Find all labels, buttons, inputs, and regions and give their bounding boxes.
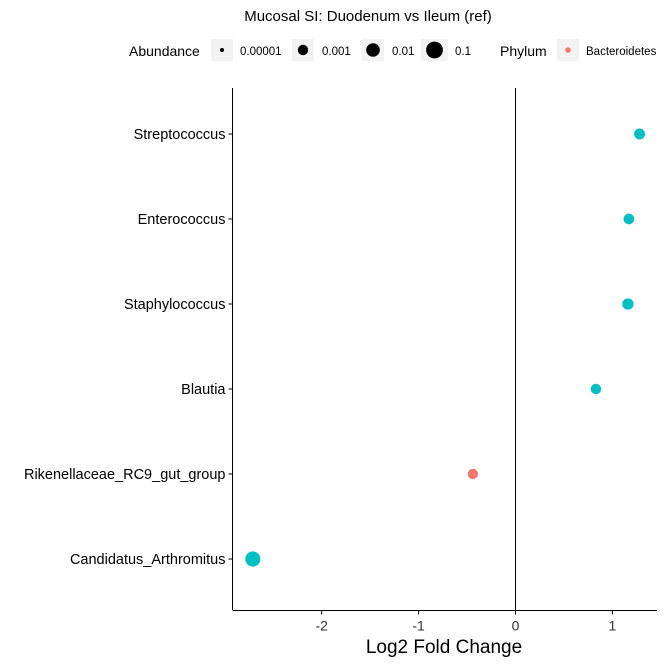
points	[245, 128, 646, 567]
size-legend-marker-2	[366, 43, 380, 57]
y-tick-label-enterococcus: Enterococcus	[138, 212, 226, 228]
size-legend-label-3: 0.1	[455, 46, 471, 58]
point-blautia	[590, 383, 602, 395]
point-streptococcus	[634, 128, 646, 140]
x-tick-label-1: -1	[412, 618, 425, 634]
color-legend-marker-0	[565, 47, 571, 53]
y-tick-label-streptococcus: Streptococcus	[134, 127, 226, 143]
size-legend: 0.00001 0.001 0.01 0.1	[211, 39, 471, 61]
point-candidatus-arthromitus	[245, 551, 261, 567]
color-legend-label-0: Bacteroidetes	[586, 46, 657, 58]
x-axis-title: Log2 Fold Change	[366, 637, 522, 658]
point-enterococcus	[623, 213, 635, 225]
point-staphylococcus	[622, 298, 634, 310]
size-legend-label-2: 0.01	[392, 46, 414, 58]
size-legend-label-1: 0.001	[322, 46, 351, 58]
point-rikenellaceae-rc9-gut-group	[467, 468, 479, 480]
y-tick-label-staphylococcus: Staphylococcus	[124, 297, 226, 313]
size-legend-marker-3	[426, 41, 443, 59]
size-legend-marker-1	[297, 44, 309, 56]
y-tick-label-blautia: Blautia	[181, 382, 226, 398]
x-tick-label-3: 1	[609, 618, 617, 634]
y-tick-label-candidatus-arthromitus: Candidatus_Arthromitus	[70, 552, 226, 568]
y-tick-label-rikenellaceae-rc9-gut-group: Rikenellaceae_RC9_gut_group	[24, 467, 226, 483]
size-legend-label-0: 0.00001	[240, 46, 282, 58]
size-legend-title: Abundance	[129, 43, 200, 59]
y-axis: Streptococcus Enterococcus Staphylococcus B…	[24, 127, 233, 568]
x-axis: -2 -1 0 1	[315, 610, 617, 634]
chart-title: Mucosal SI: Duodenum vs Ileum (ref)	[244, 8, 492, 25]
color-legend-title: Phylum	[500, 43, 547, 59]
color-legend: Bacteroidetes	[557, 39, 657, 61]
x-tick-label-2: 0	[512, 618, 520, 634]
size-legend-marker-0	[220, 48, 224, 52]
x-tick-label-0: -2	[315, 618, 328, 634]
